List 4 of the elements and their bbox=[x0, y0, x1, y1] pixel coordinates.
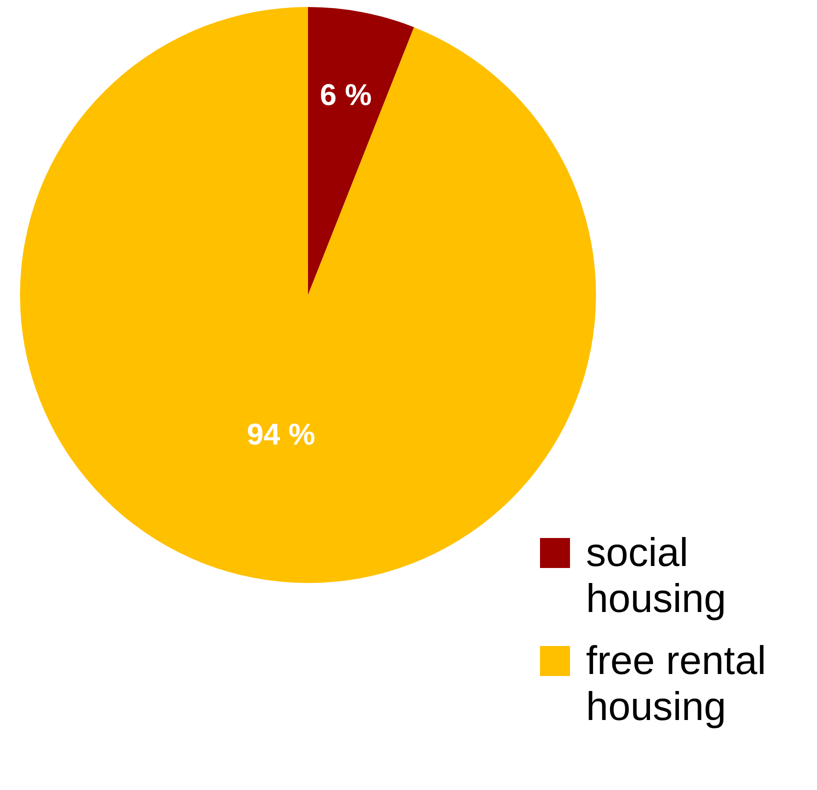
data-label: 6 % bbox=[320, 79, 372, 112]
legend-label: social housing bbox=[586, 530, 728, 622]
data-label: 94 % bbox=[246, 418, 316, 452]
legend-label: free rental housing bbox=[586, 638, 768, 730]
